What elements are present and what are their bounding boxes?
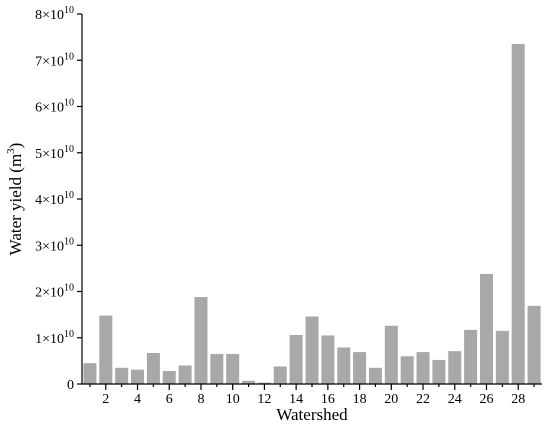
y-ticks-group: 01×10102×10103×10104×10105×10106×10107×1… (35, 5, 82, 393)
bar-watershed-4 (131, 369, 145, 384)
y-tick-exponent-5: 10 (64, 144, 74, 155)
x-tick-label-26: 26 (479, 392, 493, 407)
bar-watershed-23 (432, 359, 446, 384)
y-tick-mantissa-5: 5×10 (35, 147, 64, 162)
bar-watershed-27 (495, 330, 509, 384)
y-tick-label-5: 5×1010 (35, 144, 74, 162)
x-tick-label-12: 12 (257, 392, 271, 407)
y-tick-label-6: 6×1010 (35, 98, 74, 116)
bar-watershed-3 (115, 367, 129, 384)
bar-watershed-19 (368, 367, 382, 384)
y-tick-mantissa-0: 0 (67, 378, 74, 393)
x-tick-label-10: 10 (226, 392, 240, 407)
y-axis-title-close: ) (6, 143, 25, 149)
y-tick-mantissa-7: 7×10 (35, 54, 64, 69)
bar-watershed-7 (178, 365, 192, 384)
x-tick-label-28: 28 (511, 392, 525, 407)
y-tick-label-2: 2×1010 (35, 283, 74, 301)
y-tick-label-8: 8×1010 (35, 5, 74, 23)
y-tick-exponent-1: 10 (64, 329, 74, 340)
bar-watershed-15 (305, 316, 319, 384)
y-tick-exponent-8: 10 (64, 5, 74, 16)
y-axis-title-sup: 3 (5, 148, 17, 154)
bar-watershed-21 (400, 356, 414, 384)
bar-watershed-10 (226, 353, 240, 384)
bar-watershed-8 (194, 297, 208, 384)
bar-watershed-20 (384, 325, 398, 384)
x-ticks-group: 2 4 6 8 10 12 14 16 18 20 22 24 26 28 (89, 384, 535, 407)
y-tick-exponent-3: 10 (64, 236, 74, 247)
bar-watershed-16 (321, 335, 335, 384)
bar-watershed-5 (146, 353, 160, 384)
bar-watershed-14 (289, 334, 303, 384)
bars-group (83, 44, 541, 385)
bar-watershed-29 (527, 305, 541, 384)
x-tick-label-24: 24 (448, 392, 462, 407)
bar-watershed-12 (257, 382, 271, 384)
bar-watershed-6 (162, 371, 176, 384)
bar-watershed-28 (511, 44, 525, 385)
x-tick-label-6: 6 (166, 392, 173, 407)
bar-watershed-18 (353, 352, 367, 384)
bar-watershed-11 (242, 380, 256, 384)
y-tick-label-7: 7×1010 (35, 51, 74, 69)
x-tick-label-14: 14 (289, 392, 303, 407)
y-tick-mantissa-8: 8×10 (35, 8, 64, 23)
bar-watershed-24 (448, 351, 462, 384)
y-tick-mantissa-3: 3×10 (35, 239, 64, 254)
y-tick-mantissa-2: 2×10 (35, 286, 64, 301)
y-tick-mantissa-4: 4×10 (35, 193, 64, 208)
x-tick-label-22: 22 (416, 392, 430, 407)
y-tick-label-3: 3×1010 (35, 236, 74, 254)
y-tick-mantissa-6: 6×10 (35, 101, 64, 116)
y-tick-label-1: 1×1010 (35, 329, 74, 347)
y-axis-title: Water yield (m3) (5, 143, 25, 256)
x-tick-label-18: 18 (353, 392, 367, 407)
bar-watershed-2 (99, 315, 113, 384)
bar-watershed-25 (464, 329, 478, 384)
y-tick-exponent-7: 10 (64, 51, 74, 62)
y-tick-label-4: 4×1010 (35, 190, 74, 208)
x-tick-label-16: 16 (321, 392, 335, 407)
x-tick-label-4: 4 (134, 392, 141, 407)
x-tick-label-2: 2 (102, 392, 109, 407)
y-tick-exponent-2: 10 (64, 283, 74, 294)
y-tick-mantissa-1: 1×10 (35, 332, 64, 347)
bar-watershed-1 (83, 363, 97, 384)
x-axis-title: Watershed (276, 405, 348, 424)
bar-watershed-17 (337, 347, 351, 384)
x-tick-label-8: 8 (197, 392, 204, 407)
bar-watershed-26 (479, 273, 493, 384)
bar-watershed-9 (210, 353, 224, 384)
bar-watershed-22 (416, 352, 430, 384)
y-tick-label-0: 0 (67, 378, 74, 393)
y-axis-title-main: Water yield (m (6, 154, 25, 256)
x-tick-label-20: 20 (384, 392, 398, 407)
bar-watershed-13 (273, 366, 287, 384)
y-tick-exponent-6: 10 (64, 98, 74, 109)
y-tick-exponent-4: 10 (64, 190, 74, 201)
